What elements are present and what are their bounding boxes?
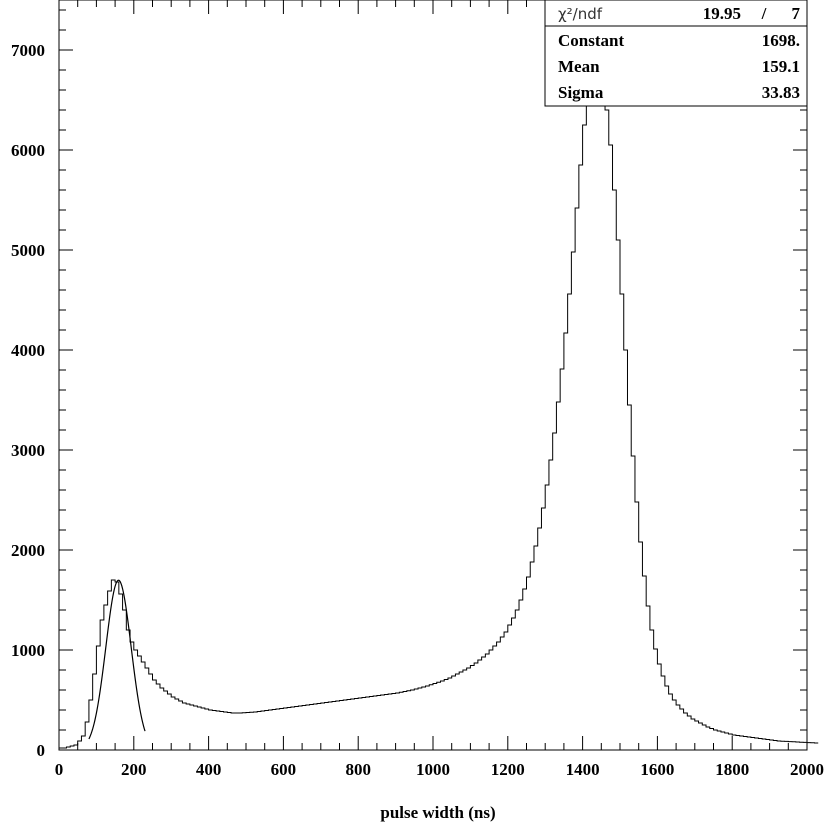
axis-ticks [58, 0, 808, 751]
y-tick-label: 6000 [11, 141, 45, 160]
x-tick-label: 1800 [715, 760, 749, 779]
x-tick-label: 1600 [640, 760, 674, 779]
x-tick-labels: 0 200 400 600 800 1000 1200 1400 1600 1800 2000 [55, 760, 824, 779]
x-tick-label: 2000 [790, 760, 824, 779]
stats-sigma-value: 33.83 [762, 83, 800, 102]
stats-mean-value: 159.1 [762, 57, 800, 76]
x-tick-label: 0 [55, 760, 64, 779]
stats-mean-label: Mean [558, 57, 600, 76]
stats-sigma-label: Sigma [558, 83, 604, 102]
stats-chi2-separator: / [761, 4, 767, 23]
stats-box: χ²/ndf 19.95 / 7 Constant 1698. Mean 159… [544, 0, 808, 107]
x-tick-label: 1000 [416, 760, 450, 779]
x-tick-label: 600 [271, 760, 297, 779]
stats-chi2-label: χ²/ndf [558, 5, 603, 23]
gaussian-fit-curve [88, 579, 146, 740]
x-tick-label: 1400 [566, 760, 600, 779]
y-tick-label: 4000 [11, 341, 45, 360]
stats-constant-label: Constant [558, 31, 624, 50]
y-tick-label: 0 [37, 741, 46, 760]
y-tick-labels: 0 1000 2000 3000 4000 5000 6000 7000 [11, 41, 45, 760]
y-tick-label: 7000 [11, 41, 45, 60]
x-tick-label: 400 [196, 760, 222, 779]
stats-ndf-value: 7 [792, 4, 801, 23]
y-tick-label: 5000 [11, 241, 45, 260]
x-axis-title: pulse width (ns) [380, 803, 495, 822]
histogram-series [59, 62, 819, 749]
x-tick-label: 200 [121, 760, 147, 779]
x-tick-label: 1200 [491, 760, 525, 779]
y-tick-label: 1000 [11, 641, 45, 660]
plot-frame [58, 0, 808, 751]
y-tick-label: 2000 [11, 541, 45, 560]
stats-constant-value: 1698. [762, 31, 800, 50]
stats-chi2-value: 19.95 [703, 4, 741, 23]
y-tick-label: 3000 [11, 441, 45, 460]
x-tick-label: 800 [345, 760, 371, 779]
